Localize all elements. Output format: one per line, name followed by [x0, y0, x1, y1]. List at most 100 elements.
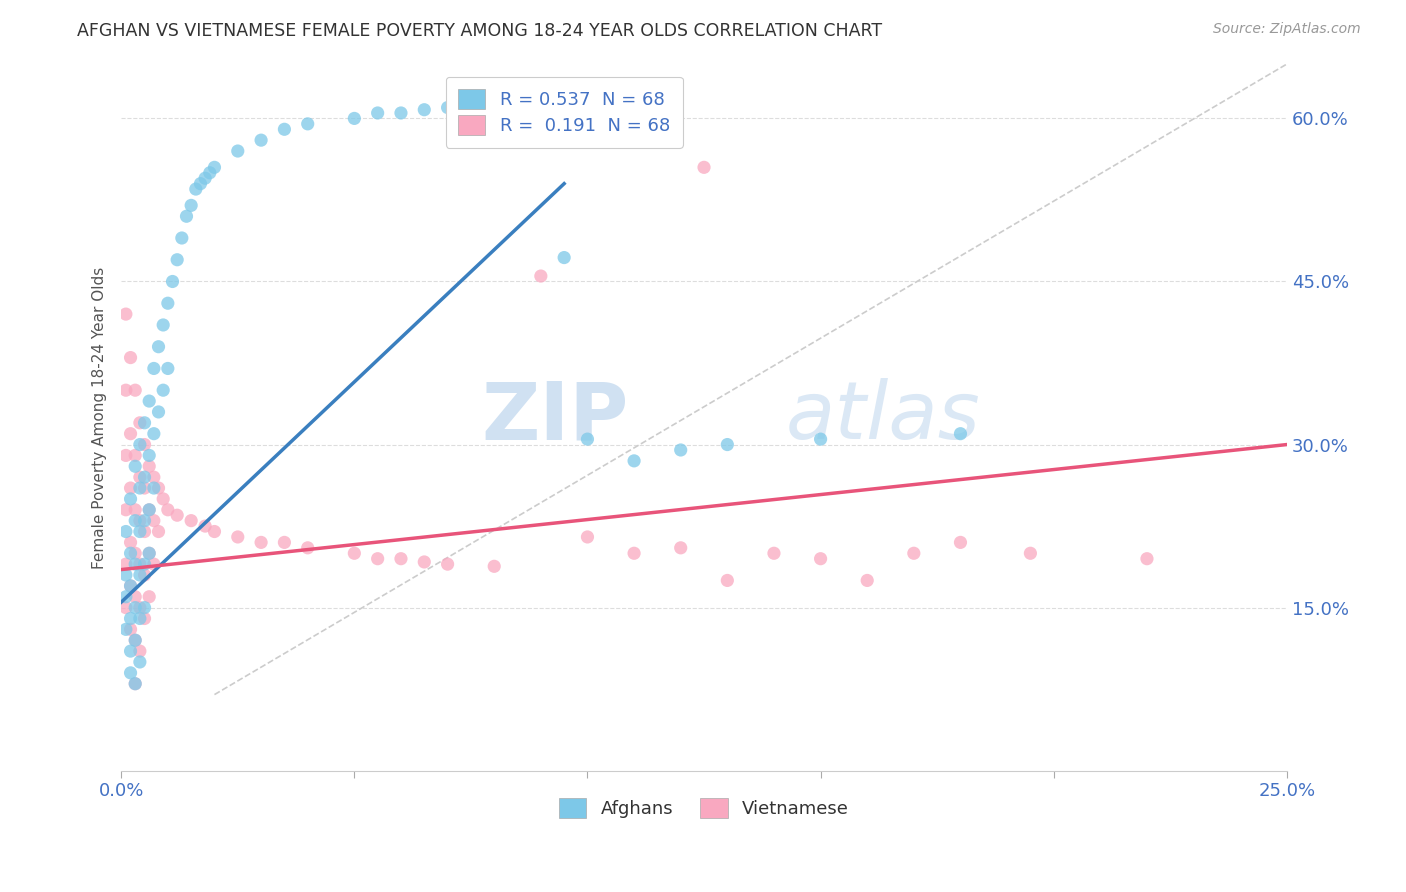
- Point: [128, 416, 150, 430]
- Point: [124, 633, 146, 648]
- Point: [138, 449, 160, 463]
- Point: [120, 579, 142, 593]
- Point: [162, 275, 184, 289]
- Point: [134, 600, 156, 615]
- Point: [142, 426, 165, 441]
- Point: [124, 557, 146, 571]
- Point: [124, 449, 146, 463]
- Point: [576, 432, 599, 446]
- Point: [204, 524, 226, 539]
- Point: [170, 231, 193, 245]
- Point: [903, 546, 925, 560]
- Point: [297, 541, 319, 555]
- Point: [134, 568, 156, 582]
- Point: [134, 557, 156, 571]
- Point: [148, 524, 170, 539]
- Point: [138, 503, 160, 517]
- Point: [124, 600, 146, 615]
- Point: [124, 503, 146, 517]
- Text: AFGHAN VS VIETNAMESE FEMALE POVERTY AMONG 18-24 YEAR OLDS CORRELATION CHART: AFGHAN VS VIETNAMESE FEMALE POVERTY AMON…: [77, 22, 883, 40]
- Point: [134, 416, 156, 430]
- Point: [176, 209, 198, 223]
- Point: [669, 541, 692, 555]
- Point: [128, 470, 150, 484]
- Point: [120, 535, 142, 549]
- Point: [124, 383, 146, 397]
- Point: [669, 442, 692, 457]
- Point: [138, 503, 160, 517]
- Point: [343, 546, 366, 560]
- Point: [166, 508, 188, 523]
- Point: [128, 514, 150, 528]
- Point: [367, 106, 389, 120]
- Point: [115, 568, 138, 582]
- Point: [810, 551, 832, 566]
- Point: [343, 112, 366, 126]
- Point: [120, 546, 142, 560]
- Point: [128, 644, 150, 658]
- Point: [148, 340, 170, 354]
- Point: [716, 574, 738, 588]
- Point: [128, 655, 150, 669]
- Point: [152, 383, 174, 397]
- Point: [190, 177, 212, 191]
- Point: [367, 551, 389, 566]
- Point: [134, 481, 156, 495]
- Point: [138, 590, 160, 604]
- Point: [115, 383, 138, 397]
- Text: ZIP: ZIP: [481, 378, 628, 457]
- Point: [553, 251, 575, 265]
- Point: [156, 361, 179, 376]
- Point: [148, 405, 170, 419]
- Point: [124, 633, 146, 648]
- Point: [124, 546, 146, 560]
- Point: [115, 503, 138, 517]
- Point: [152, 318, 174, 332]
- Point: [124, 459, 146, 474]
- Point: [436, 101, 458, 115]
- Point: [1019, 546, 1042, 560]
- Point: [693, 161, 716, 175]
- Point: [120, 491, 142, 506]
- Point: [1136, 551, 1159, 566]
- Point: [152, 491, 174, 506]
- Point: [762, 546, 785, 560]
- Point: [134, 514, 156, 528]
- Point: [120, 644, 142, 658]
- Point: [297, 117, 319, 131]
- Point: [250, 133, 273, 147]
- Point: [156, 503, 179, 517]
- Point: [138, 394, 160, 409]
- Point: [148, 481, 170, 495]
- Point: [134, 524, 156, 539]
- Point: [142, 557, 165, 571]
- Point: [134, 437, 156, 451]
- Point: [134, 470, 156, 484]
- Point: [120, 611, 142, 625]
- Point: [576, 530, 599, 544]
- Point: [115, 557, 138, 571]
- Point: [128, 437, 150, 451]
- Point: [194, 519, 217, 533]
- Point: [134, 611, 156, 625]
- Point: [138, 546, 160, 560]
- Text: Source: ZipAtlas.com: Source: ZipAtlas.com: [1213, 22, 1361, 37]
- Point: [120, 665, 142, 680]
- Point: [115, 449, 138, 463]
- Point: [120, 426, 142, 441]
- Point: [142, 361, 165, 376]
- Point: [115, 600, 138, 615]
- Point: [128, 524, 150, 539]
- Point: [623, 454, 645, 468]
- Point: [128, 568, 150, 582]
- Point: [166, 252, 188, 267]
- Point: [273, 535, 295, 549]
- Point: [180, 514, 202, 528]
- Point: [156, 296, 179, 310]
- Point: [484, 559, 506, 574]
- Point: [530, 98, 553, 112]
- Point: [142, 514, 165, 528]
- Point: [115, 524, 138, 539]
- Point: [120, 481, 142, 495]
- Y-axis label: Female Poverty Among 18-24 Year Olds: Female Poverty Among 18-24 Year Olds: [93, 266, 107, 568]
